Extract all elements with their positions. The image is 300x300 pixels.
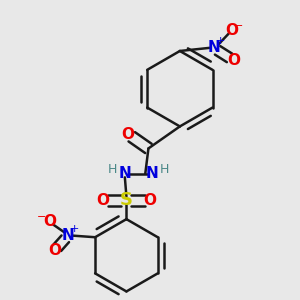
Text: O: O (227, 53, 240, 68)
Text: H: H (160, 163, 169, 176)
Text: −: − (37, 212, 46, 222)
Text: O: O (96, 193, 110, 208)
Text: −: − (234, 21, 243, 31)
Text: N: N (62, 228, 75, 243)
Text: H: H (108, 163, 117, 176)
Text: O: O (43, 214, 56, 229)
Text: O: O (122, 127, 134, 142)
Text: +: + (216, 36, 225, 46)
Text: O: O (48, 243, 61, 258)
Text: N: N (118, 166, 131, 181)
Text: O: O (225, 23, 238, 38)
Text: N: N (146, 166, 159, 181)
Text: +: + (70, 224, 80, 234)
Text: O: O (143, 193, 157, 208)
Text: N: N (208, 40, 221, 55)
Text: S: S (120, 191, 133, 209)
